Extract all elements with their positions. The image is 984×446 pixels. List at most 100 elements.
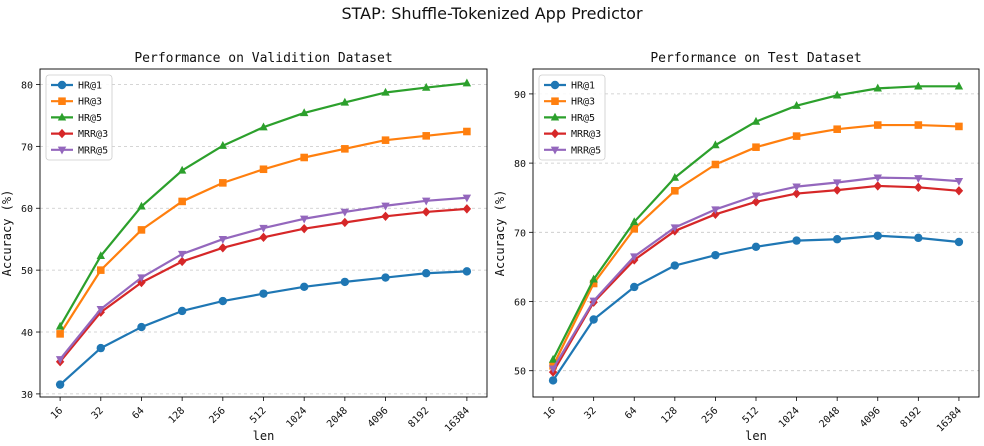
data-point [56, 330, 64, 338]
validation-panel: Performance on Validition Dataset 30 40 50 6… [0, 51, 488, 443]
y-tick-label: 60 [21, 204, 33, 215]
x-tick-label: 64 [623, 405, 639, 421]
legend-label: MRR@3 [78, 129, 108, 140]
data-point [792, 100, 801, 109]
legend-label: HR@1 [78, 81, 102, 92]
data-point [548, 365, 558, 374]
legend-swatch-marker [551, 97, 559, 105]
y-tick-label: 80 [21, 80, 33, 91]
data-point [671, 187, 679, 195]
legend-box [45, 74, 113, 161]
series-line [59, 196, 467, 360]
data-point [177, 306, 187, 316]
data-point [422, 269, 431, 278]
data-point [670, 172, 680, 181]
data-point [589, 279, 598, 288]
data-point [630, 225, 639, 233]
data-point [792, 188, 801, 199]
data-point [381, 136, 390, 144]
data-point [873, 121, 882, 129]
data-point [873, 231, 882, 240]
data-point [299, 108, 309, 117]
x-tick-label: 2048 [325, 405, 350, 430]
legend-swatch-marker [57, 128, 67, 139]
y-tick-label: 70 [21, 142, 33, 153]
data-point [752, 143, 760, 151]
data-point [96, 251, 105, 260]
x-tick-label: 32 [90, 405, 106, 421]
series-line [552, 85, 959, 361]
x-tick-label: 16 [49, 405, 65, 421]
data-point [381, 211, 390, 221]
data-point [873, 174, 882, 183]
data-point [955, 122, 963, 131]
data-point [751, 197, 761, 207]
legend-label: MRR@5 [78, 145, 108, 156]
data-point [55, 321, 65, 330]
data-point [954, 237, 964, 247]
legend-label: MRR@3 [571, 129, 601, 140]
y-tick-label: 50 [514, 367, 526, 378]
data-point [137, 274, 146, 283]
series-hr5 [55, 78, 472, 330]
x-tick-label: 1024 [777, 405, 802, 430]
legend-swatch-marker [550, 112, 560, 121]
data-point [381, 202, 390, 211]
data-point [259, 122, 268, 131]
data-point [259, 289, 268, 298]
series-hr3 [56, 127, 471, 338]
data-point [833, 125, 841, 133]
data-point [670, 224, 680, 233]
data-point [751, 192, 761, 201]
data-point [340, 277, 350, 287]
data-point [873, 83, 882, 92]
data-point [792, 183, 801, 192]
legend-label: HR@5 [78, 113, 102, 124]
y-tick-label: 50 [21, 266, 33, 277]
legend-swatch-marker [57, 112, 67, 121]
series-mrr3 [55, 204, 472, 367]
data-point [97, 266, 105, 274]
data-point [832, 185, 842, 195]
data-point [259, 232, 268, 243]
data-point [462, 267, 472, 276]
validation-axes-frame [39, 68, 488, 398]
legend-label: HR@3 [78, 97, 102, 108]
validation-ylabel: Accuracy (%) [0, 190, 14, 277]
data-point [340, 97, 350, 106]
data-point [218, 243, 228, 253]
data-point [548, 376, 558, 385]
data-point [914, 175, 923, 184]
legend-swatch-marker [57, 146, 67, 155]
data-point [137, 201, 146, 210]
legend-label: HR@5 [571, 113, 595, 124]
data-point [954, 177, 964, 186]
data-point [178, 197, 186, 206]
data-point [630, 282, 639, 292]
test-xlabel: len [745, 429, 767, 443]
y-tick-label: 80 [514, 159, 526, 170]
data-point [340, 208, 350, 217]
x-tick-label: 8192 [899, 405, 924, 430]
series-hr5 [548, 81, 964, 363]
data-point [218, 236, 228, 244]
x-tick-label: 8192 [407, 405, 432, 430]
data-point [259, 224, 268, 233]
x-tick-label: 512 [248, 405, 269, 426]
series-mrr5 [55, 194, 472, 364]
series-line [59, 270, 467, 386]
legend-swatch-marker [550, 80, 560, 90]
x-tick-label: 4096 [858, 405, 883, 430]
data-point [463, 127, 471, 136]
data-point [422, 132, 430, 140]
x-tick-label: 1024 [284, 405, 309, 430]
x-tick-label: 4096 [366, 405, 391, 430]
y-tick-label: 60 [514, 298, 526, 309]
test-legend: HR@1 HR@3 HR@5 MRR@3 MRR@5 [538, 74, 606, 161]
legend-label: HR@1 [571, 81, 595, 92]
x-tick-label: 2048 [817, 405, 842, 430]
validation-xlabel: len [253, 429, 275, 443]
x-tick-label: 512 [741, 405, 762, 426]
